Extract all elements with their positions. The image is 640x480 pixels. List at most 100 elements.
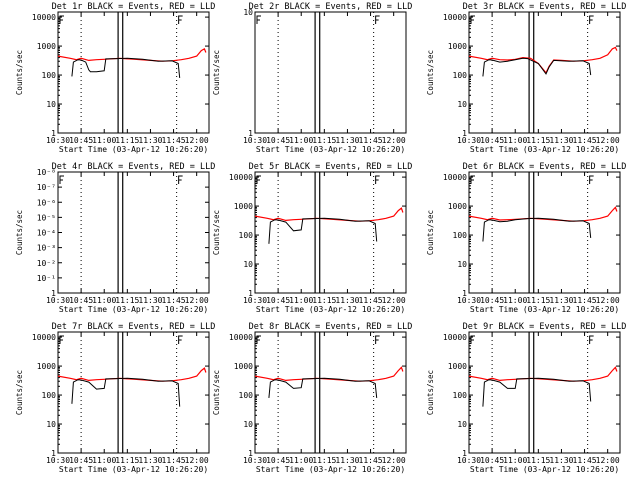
plot-frame xyxy=(57,11,210,134)
panel-title: Det 1r BLACK = Events, RED = LLD xyxy=(52,2,216,12)
y-tick-label: 10⁻⁶ xyxy=(37,198,56,207)
y-tick-label: 10000 xyxy=(229,173,253,182)
x-tick-label: 12:00 xyxy=(596,296,620,305)
x-axis-label: Start Time (03-Apr-12 10:26:20) xyxy=(256,305,405,314)
bracket-marker xyxy=(375,175,380,184)
y-tick-label: 10⁻⁷ xyxy=(37,183,56,192)
x-tick-label: 11:30 xyxy=(335,456,359,465)
panel-title: Det 5r BLACK = Events, RED = LLD xyxy=(249,162,413,172)
y-tick-label: 1 xyxy=(248,289,253,298)
x-tick-label: 11:00 xyxy=(92,136,116,145)
x-tick-label: 10:45 xyxy=(480,296,504,305)
y-axis-label: Counts/sec xyxy=(15,50,24,95)
y-axis-label: Counts/sec xyxy=(15,210,24,255)
y-axis-label: Counts/sec xyxy=(212,210,221,255)
x-tick-label: 12:00 xyxy=(185,296,209,305)
events-rate-line xyxy=(268,217,378,244)
x-tick-label: 11:45 xyxy=(573,296,597,305)
x-tick-label: 12:00 xyxy=(185,456,209,465)
events-rate-line xyxy=(482,217,592,242)
y-tick-label: 1000 xyxy=(37,362,56,371)
x-tick-label: 11:00 xyxy=(289,136,313,145)
events-rate-line xyxy=(482,57,592,77)
y-tick-label: 10⁻¹ xyxy=(37,274,56,283)
x-tick-label: 10:30 xyxy=(457,296,481,305)
y-tick-label: 1 xyxy=(248,449,253,458)
y-tick-label: 10 xyxy=(243,420,253,429)
x-tick-label: 11:30 xyxy=(335,296,359,305)
x-tick-label: 12:00 xyxy=(382,136,406,145)
y-tick-label: 10 xyxy=(457,100,467,109)
x-tick-label: 11:00 xyxy=(503,296,527,305)
bracket-marker xyxy=(256,15,261,24)
x-tick-label: 11:15 xyxy=(115,296,139,305)
x-axis-label: Start Time (03-Apr-12 10:26:20) xyxy=(59,145,208,154)
x-tick-label: 11:15 xyxy=(526,136,550,145)
events-rate-line xyxy=(482,377,592,407)
panel-det2: Det 2r BLACK = Events, RED = LLD 1 10 Count… xyxy=(212,2,412,154)
plot-frame xyxy=(254,331,407,454)
x-tick-label: 11:30 xyxy=(138,456,162,465)
y-tick-label: 10 xyxy=(457,260,467,269)
y-tick-label: 100 xyxy=(453,391,468,400)
y-axis-label: Counts/sec xyxy=(15,370,24,415)
y-axis-label: Counts/sec xyxy=(212,370,221,415)
x-tick-label: 11:30 xyxy=(549,456,573,465)
x-tick-label: 11:15 xyxy=(312,456,336,465)
x-tick-label: 11:45 xyxy=(359,456,383,465)
x-tick-label: 10:45 xyxy=(266,456,290,465)
x-tick-label: 11:45 xyxy=(162,456,186,465)
x-axis-label: Start Time (03-Apr-12 10:26:20) xyxy=(256,465,405,474)
panel-det9: Det 9r BLACK = Events, RED = LLD 1 10 100 10… xyxy=(426,322,626,474)
bracket-marker xyxy=(178,175,183,184)
y-tick-label: 1 xyxy=(462,129,467,138)
panel-det1: Det 1r BLACK = Events, RED = LLD 1 10 100 10… xyxy=(15,2,215,154)
bracket-marker xyxy=(375,335,380,344)
bracket-marker xyxy=(470,175,475,184)
y-tick-label: 10000 xyxy=(32,13,56,22)
bracket-marker xyxy=(178,335,183,344)
x-tick-label: 11:45 xyxy=(359,296,383,305)
x-tick-label: 11:45 xyxy=(573,136,597,145)
y-tick-label: 1 xyxy=(248,129,253,138)
x-tick-label: 11:00 xyxy=(503,456,527,465)
y-tick-label: 10000 xyxy=(443,13,467,22)
x-tick-label: 11:00 xyxy=(503,136,527,145)
x-tick-label: 10:30 xyxy=(243,296,267,305)
y-tick-label: 100 xyxy=(42,71,57,80)
y-axis-label: Counts/sec xyxy=(212,50,221,95)
y-tick-label: 1000 xyxy=(234,202,253,211)
y-tick-label: 1 xyxy=(462,289,467,298)
bracket-marker xyxy=(178,15,183,24)
x-axis-label: Start Time (03-Apr-12 10:26:20) xyxy=(59,465,208,474)
panel-title: Det 2r BLACK = Events, RED = LLD xyxy=(249,2,413,12)
x-tick-label: 12:00 xyxy=(382,456,406,465)
bracket-marker xyxy=(375,15,380,24)
y-tick-label: 10⁻⁴ xyxy=(37,229,56,238)
x-tick-label: 10:30 xyxy=(457,136,481,145)
lld-rate-line xyxy=(57,48,207,62)
x-tick-label: 12:00 xyxy=(185,136,209,145)
y-axis-label: Counts/sec xyxy=(426,50,435,95)
x-tick-label: 10:30 xyxy=(46,296,70,305)
x-tick-label: 11:30 xyxy=(335,136,359,145)
bracket-marker xyxy=(589,335,594,344)
bracket-marker xyxy=(256,335,261,344)
x-axis-label: Start Time (03-Apr-12 10:26:20) xyxy=(470,145,619,154)
lld-rate-line xyxy=(254,207,404,222)
y-tick-label: 1 xyxy=(51,129,56,138)
x-tick-label: 10:30 xyxy=(243,136,267,145)
y-tick-label: 10000 xyxy=(229,333,253,342)
x-tick-label: 11:45 xyxy=(359,136,383,145)
lld-rate-line xyxy=(468,366,618,382)
y-tick-label: 100 xyxy=(453,71,468,80)
y-tick-label: 10 xyxy=(243,260,253,269)
y-tick-label: 1000 xyxy=(37,42,56,51)
x-tick-label: 12:00 xyxy=(596,456,620,465)
bracket-marker xyxy=(589,15,594,24)
bracket-marker xyxy=(256,175,261,184)
panel-det8: Det 8r BLACK = Events, RED = LLD 1 10 100 10… xyxy=(212,322,412,474)
x-tick-label: 11:00 xyxy=(92,296,116,305)
y-tick-label: 10⁻² xyxy=(37,259,56,268)
